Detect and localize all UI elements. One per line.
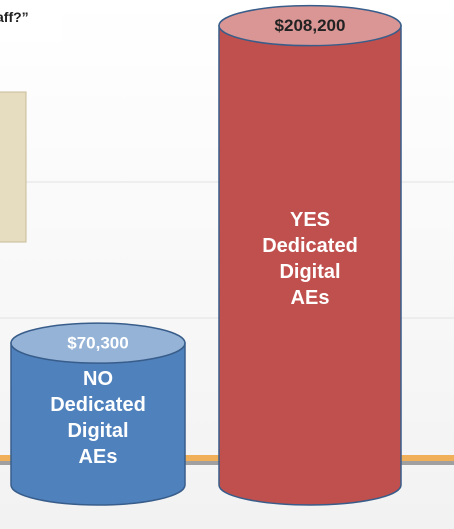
category-label: YES Dedicated Digital AEs	[260, 207, 360, 311]
chart-title: aff?”	[0, 9, 29, 25]
category-label: NO Dedicated Digital AEs	[48, 366, 148, 470]
photo-fragment	[0, 92, 26, 242]
slide: aff?” $70,300 $208,200 NO Dedicated Digit…	[0, 0, 454, 529]
value-label: $70,300	[67, 334, 128, 353]
value-label: $208,200	[275, 16, 346, 35]
